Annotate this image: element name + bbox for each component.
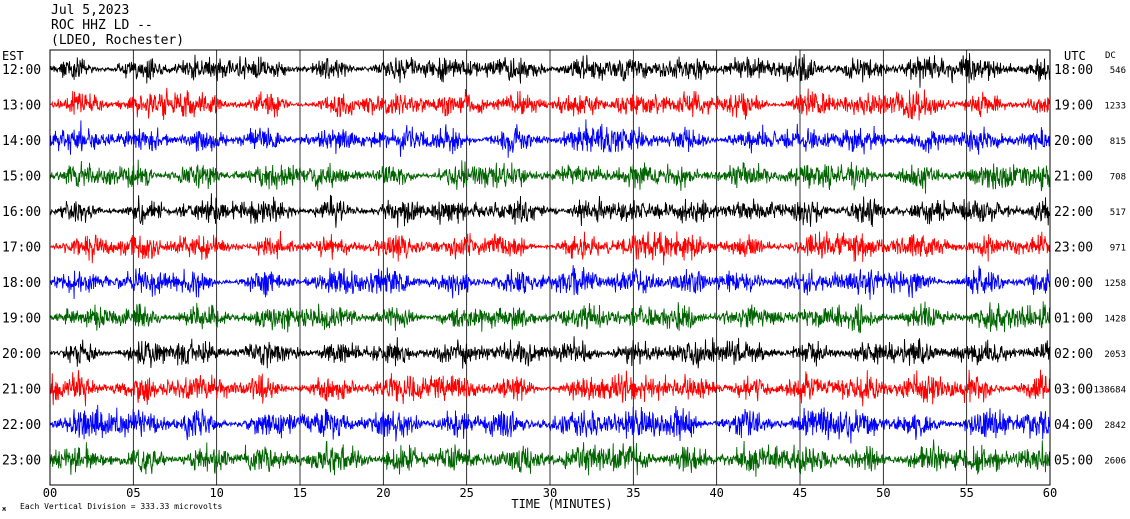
trace-row-5 xyxy=(49,230,1051,266)
utc-tick-label: 05:00 xyxy=(1054,454,1093,469)
utc-tick-label: 01:00 xyxy=(1054,312,1093,327)
left-axis-label: EST xyxy=(2,49,24,63)
utc-tick-label: 21:00 xyxy=(1054,170,1093,185)
trace-row-1 xyxy=(49,87,1051,121)
est-tick-label: 18:00 xyxy=(2,276,41,291)
right-axis-label: UTC xyxy=(1064,49,1086,63)
seismic-traces xyxy=(49,53,1051,477)
utc-tick-label: 03:00 xyxy=(1054,383,1093,398)
utc-tick-label: 22:00 xyxy=(1054,205,1093,220)
dc-value-label: 1233 xyxy=(1104,102,1126,112)
x-tick-label: 30 xyxy=(543,486,557,500)
trace-row-10 xyxy=(49,404,1051,444)
trace-row-6 xyxy=(49,265,1051,300)
est-tick-label: 20:00 xyxy=(2,347,41,362)
utc-tick-label: 18:00 xyxy=(1054,63,1093,78)
x-tick-label: 50 xyxy=(876,486,890,500)
trace-row-3 xyxy=(49,159,1051,194)
trace-row-2 xyxy=(49,119,1051,158)
est-tick-label: 23:00 xyxy=(2,454,41,469)
est-tick-label: 21:00 xyxy=(2,383,41,398)
est-tick-label: 14:00 xyxy=(2,134,41,149)
utc-tick-label: 23:00 xyxy=(1054,241,1093,256)
x-tick-label: 25 xyxy=(459,486,473,500)
header-network: (LDEO, Rochester) xyxy=(51,33,185,48)
dc-value-label: 971 xyxy=(1110,244,1126,254)
est-tick-label: 15:00 xyxy=(2,170,41,185)
x-tick-label: 45 xyxy=(793,486,807,500)
utc-tick-label: 02:00 xyxy=(1054,347,1093,362)
est-tick-label: 16:00 xyxy=(2,205,41,220)
est-tick-label: 22:00 xyxy=(2,418,41,433)
dc-value-label: 815 xyxy=(1110,137,1126,147)
est-tick-label: 17:00 xyxy=(2,241,41,256)
dc-value-label: 546 xyxy=(1110,66,1126,76)
est-tick-label: 19:00 xyxy=(2,312,41,327)
trace-row-8 xyxy=(49,336,1051,369)
dc-value-label: 1258 xyxy=(1104,279,1126,289)
dc-value-label: 517 xyxy=(1110,208,1126,218)
x-tick-label: 15 xyxy=(293,486,307,500)
x-tick-label: 20 xyxy=(376,486,390,500)
axis-labels: EST UTC DC 12:00 18:00 546 13:00 19:00 1233 14:00… xyxy=(2,49,1126,513)
vertical-division-note: Each Vertical Division = 333.33 microvol… xyxy=(20,502,222,511)
dc-value-label: 708 xyxy=(1110,173,1126,183)
x-tick-label: 35 xyxy=(626,486,640,500)
utc-tick-label: 04:00 xyxy=(1054,418,1093,433)
dc-value-label: 1428 xyxy=(1104,315,1126,325)
trace-row-11 xyxy=(49,439,1051,477)
x-tick-label: 10 xyxy=(209,486,223,500)
dc-value-label: -138684 xyxy=(1088,386,1126,396)
trace-row-4 xyxy=(49,193,1051,228)
plot-frame xyxy=(49,49,1051,486)
trace-row-9 xyxy=(49,369,1051,407)
dc-value-label: 2053 xyxy=(1104,350,1126,360)
x-axis-label: TIME (MINUTES) xyxy=(511,497,612,511)
dc-value-label: 2842 xyxy=(1104,421,1126,431)
header-date: Jul 5,2023 xyxy=(51,3,130,18)
utc-tick-label: 20:00 xyxy=(1054,134,1093,149)
x-tick-label: 40 xyxy=(709,486,723,500)
corner-mark: ж xyxy=(2,505,7,513)
x-tick-label: 05 xyxy=(126,486,140,500)
dc-label: DC xyxy=(1105,51,1116,61)
trace-row-0 xyxy=(49,53,1051,88)
utc-tick-label: 00:00 xyxy=(1054,276,1093,291)
header-station: ROC HHZ LD -- xyxy=(51,18,153,33)
est-tick-label: 12:00 xyxy=(2,63,41,78)
x-tick-label: 55 xyxy=(959,486,973,500)
utc-tick-label: 19:00 xyxy=(1054,99,1093,114)
est-tick-label: 13:00 xyxy=(2,99,41,114)
trace-row-7 xyxy=(49,301,1051,334)
x-tick-label: 00 xyxy=(43,486,57,500)
dc-value-label: 2606 xyxy=(1104,457,1126,467)
x-tick-label: 60 xyxy=(1043,486,1057,500)
